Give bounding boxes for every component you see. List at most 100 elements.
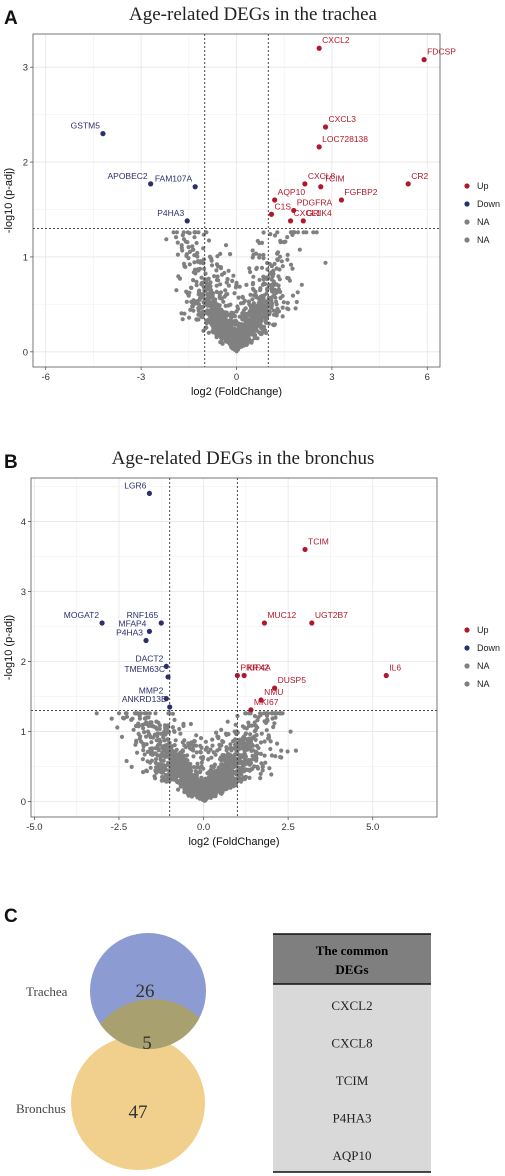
gene-point-ns — [224, 313, 229, 318]
gene-point-ns — [242, 317, 247, 322]
gene-point-cr2 — [405, 181, 411, 187]
gene-label-nmu: NMU — [264, 687, 283, 697]
gene-point-ns — [240, 737, 245, 742]
gene-point-ns — [260, 765, 265, 770]
legend-marker-na — [464, 663, 470, 669]
gene-point-ns — [155, 743, 160, 748]
gene-point-ns — [217, 779, 222, 784]
gene-label-lgr6: LGR6 — [124, 480, 146, 490]
gene-point-ns — [224, 761, 229, 766]
gene-point-ns — [261, 230, 266, 235]
gene-point-ns — [186, 256, 191, 261]
gene-point-ns — [184, 299, 189, 304]
gene-point-ns — [244, 282, 249, 287]
gene-point-ns — [185, 230, 190, 235]
gene-point-ns — [184, 779, 190, 784]
gene-label-apobec2: APOBEC2 — [107, 171, 147, 181]
gene-point-ns — [212, 274, 217, 279]
gene-point-ns — [138, 734, 143, 739]
gene-point-ns — [162, 723, 168, 728]
gene-point-apobec2 — [148, 181, 154, 187]
legend-label-na: NA — [477, 679, 490, 689]
gene-point-grik4 — [300, 218, 306, 224]
gene-point-ns — [262, 328, 268, 333]
legend-marker-up — [464, 627, 470, 633]
gene-point-pdgfra — [291, 207, 297, 214]
table-header-line1: The common — [316, 943, 389, 958]
gene-point-ns — [224, 745, 229, 750]
gene-point-ns — [242, 331, 247, 336]
gene-point-ns — [141, 748, 146, 753]
gene-point-ns — [279, 259, 284, 264]
gene-point-ns — [210, 294, 215, 299]
gene-point-ns — [254, 323, 259, 328]
gene-point-ns — [235, 769, 240, 775]
gene-point-ns — [173, 738, 178, 743]
gene-point-ns — [243, 758, 248, 764]
gene-label-muc12: MUC12 — [267, 610, 296, 620]
gene-point-ns — [210, 737, 215, 742]
gene-point-ns — [223, 243, 229, 248]
gene-point-ns — [223, 288, 228, 293]
gene-point-ns — [248, 269, 253, 275]
gene-point-ns — [274, 290, 279, 295]
gene-point-ns — [206, 757, 211, 762]
gene-point-ns — [255, 751, 260, 756]
gene-point-ns — [159, 758, 164, 764]
gene-point-ns — [188, 721, 193, 727]
gene-label-dusp5: DUSP5 — [278, 675, 307, 685]
gene-point-ns — [228, 333, 233, 338]
legend-label-down: Down — [477, 643, 500, 653]
gene-point-ns — [203, 747, 208, 752]
gene-point-ns — [226, 303, 231, 308]
gene-point-ns — [209, 755, 214, 760]
gene-point-ns — [154, 719, 159, 724]
gene-point-ns — [257, 240, 262, 246]
gene-point-ns — [176, 787, 181, 792]
gene-label-tmem63c: TMEM63C — [124, 664, 165, 674]
gene-point-ns — [145, 759, 150, 764]
gene-point-ns — [215, 768, 220, 773]
gene-point-ns — [226, 268, 231, 273]
gene-point-ns — [180, 317, 185, 322]
gene-point-ns — [258, 751, 263, 757]
gene-point-ns — [210, 308, 215, 313]
gene-point-ns — [174, 747, 179, 752]
table-header-bg — [273, 934, 431, 984]
gene-point-dusp5 — [272, 685, 278, 691]
legend-label-down: Down — [477, 199, 500, 209]
venn-label-bronchus: Bronchus — [16, 1101, 66, 1116]
gene-point-ns — [225, 330, 230, 335]
legend-label-up: Up — [477, 625, 489, 635]
gene-point-ns — [160, 766, 166, 771]
gene-point-ns — [214, 283, 219, 288]
gene-point-ns — [154, 738, 159, 743]
gene-point-ns — [179, 311, 184, 316]
gene-point-ns — [234, 280, 239, 285]
gene-point-ns — [247, 775, 252, 781]
gene-point-ns — [175, 240, 180, 245]
gene-point-ns — [253, 737, 258, 743]
gene-point-ns — [245, 329, 250, 334]
gene-point-ns — [164, 237, 169, 242]
gene-point-ns — [206, 750, 211, 755]
gene-point-ns — [276, 283, 281, 288]
gene-point-ns — [238, 341, 243, 346]
gene-point-ns — [243, 754, 248, 759]
gene-point-ns — [206, 330, 211, 335]
gene-point-ns — [261, 252, 266, 258]
gene-point-ns — [222, 270, 227, 276]
gene-point-ns — [184, 771, 189, 776]
gene-point-ns — [244, 726, 249, 731]
gene-point-ns — [247, 762, 252, 767]
gene-point-ns — [236, 775, 241, 780]
gene-point-ns — [240, 746, 245, 751]
gene-point-ns — [191, 278, 196, 283]
gene-point-ns — [225, 277, 230, 282]
gene-point-ns — [172, 743, 177, 748]
gene-point-ns — [240, 295, 245, 300]
gene-point-ns — [206, 238, 212, 243]
gene-point-ns — [143, 711, 148, 716]
gene-point-ns — [198, 743, 203, 749]
gene-point-ns — [208, 773, 213, 778]
